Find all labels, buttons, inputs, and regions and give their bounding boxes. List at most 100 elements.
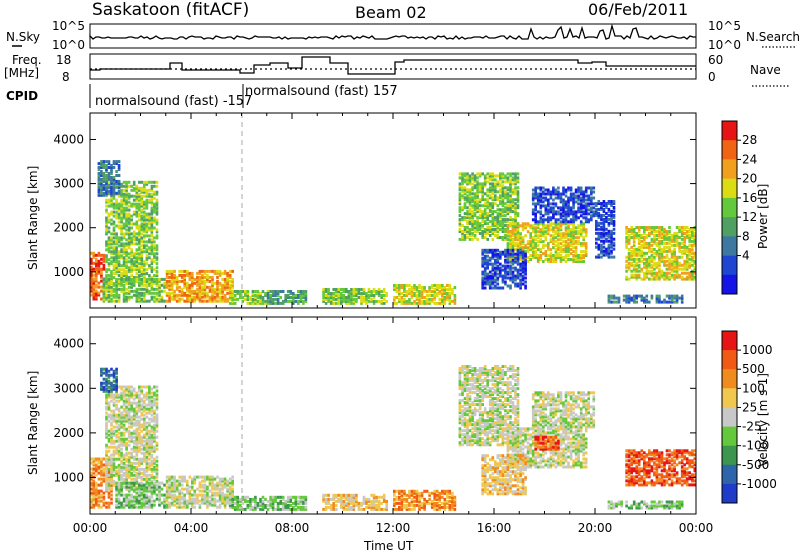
power-cell xyxy=(509,190,512,194)
power-cell xyxy=(579,242,583,246)
power-cell xyxy=(150,212,154,216)
velocity-cell xyxy=(130,439,133,443)
power-cell xyxy=(100,189,103,193)
velocity-cell xyxy=(122,453,126,457)
velocity-cell xyxy=(135,411,139,415)
power-cell xyxy=(471,220,474,224)
velocity-cell xyxy=(120,413,123,417)
power-cell xyxy=(473,226,477,229)
power-cell xyxy=(607,223,611,227)
power-cell xyxy=(554,226,558,230)
power-cell xyxy=(504,264,507,268)
power-cell xyxy=(569,242,573,246)
power-cell xyxy=(107,230,111,234)
velocity-cell xyxy=(115,469,118,473)
power-cell xyxy=(488,206,492,210)
power-cell xyxy=(559,206,563,210)
power-cell xyxy=(544,218,548,222)
power-cell xyxy=(130,262,133,266)
power-cell xyxy=(539,234,543,238)
power-cell xyxy=(337,296,340,299)
power-cell xyxy=(122,279,126,283)
power-cell xyxy=(476,188,479,192)
velocity-cell xyxy=(105,451,108,455)
power-cell xyxy=(448,284,452,287)
power-cell xyxy=(511,202,515,206)
power-cell xyxy=(473,220,477,224)
power-cell xyxy=(660,249,664,253)
power-cell xyxy=(115,291,118,295)
power-cell xyxy=(150,210,154,214)
power-cell xyxy=(534,192,537,196)
power-cell xyxy=(107,289,111,293)
power-cell xyxy=(660,230,664,233)
velocity-cell xyxy=(122,417,126,421)
power-cell xyxy=(640,253,644,257)
power-cell xyxy=(135,186,139,190)
power-cell xyxy=(241,296,245,299)
power-cell xyxy=(514,176,517,180)
power-cell xyxy=(110,246,113,250)
power-cell xyxy=(173,279,176,283)
power-cell xyxy=(680,245,684,249)
power-cell xyxy=(607,233,611,237)
power-cell xyxy=(145,188,149,192)
power-cell xyxy=(521,254,525,258)
power-cell xyxy=(231,291,234,295)
power-cell xyxy=(640,251,644,255)
power-cell xyxy=(691,228,694,231)
power-cell xyxy=(655,234,659,237)
power-cell xyxy=(92,289,96,293)
power-cell xyxy=(337,301,340,305)
power-cell xyxy=(150,200,154,204)
freq-tick-high: 18 xyxy=(56,53,71,67)
power-cell xyxy=(559,238,563,242)
power-cell xyxy=(582,194,585,198)
velocity-cell xyxy=(125,393,128,397)
power-cell xyxy=(506,264,510,268)
velocity-cell xyxy=(140,413,144,417)
power-cell xyxy=(501,194,505,198)
power-cell xyxy=(564,214,568,218)
power-cell xyxy=(120,268,123,272)
power-cell xyxy=(658,261,661,265)
power-cell xyxy=(504,236,507,239)
power-cell xyxy=(531,242,535,246)
power-cell xyxy=(572,238,575,242)
power-cell xyxy=(645,275,649,279)
power-cell xyxy=(155,280,159,284)
power-cell xyxy=(506,276,510,280)
power-cell xyxy=(562,188,565,192)
power-cell xyxy=(595,219,598,223)
power-cell xyxy=(683,245,686,249)
power-cell xyxy=(110,262,113,266)
power-cell xyxy=(413,294,416,297)
power-cell xyxy=(567,204,570,208)
power-cell xyxy=(602,200,606,203)
velocity-cell xyxy=(110,459,113,463)
power-cell xyxy=(135,206,139,210)
power-cell xyxy=(632,236,636,239)
power-cell xyxy=(289,290,293,293)
power-cell xyxy=(132,281,136,285)
power-cell xyxy=(155,204,159,208)
power-cell xyxy=(504,218,507,222)
power-cell xyxy=(559,214,563,218)
power-cell xyxy=(612,294,616,298)
power-cell xyxy=(150,228,154,232)
power-cell xyxy=(640,234,644,237)
power-cell xyxy=(683,265,686,269)
power-cell xyxy=(506,180,510,184)
power-cell xyxy=(228,301,232,305)
power-cell xyxy=(352,290,356,293)
velocity-cell xyxy=(148,465,151,469)
power-cell xyxy=(605,219,608,223)
power-cell xyxy=(170,297,174,301)
power-cell xyxy=(130,218,133,222)
power-cell xyxy=(208,289,212,293)
power-cell xyxy=(650,253,654,257)
velocity-cell xyxy=(105,445,108,449)
power-cell xyxy=(100,170,103,173)
power-cell xyxy=(483,254,487,258)
power-cell xyxy=(403,284,406,287)
